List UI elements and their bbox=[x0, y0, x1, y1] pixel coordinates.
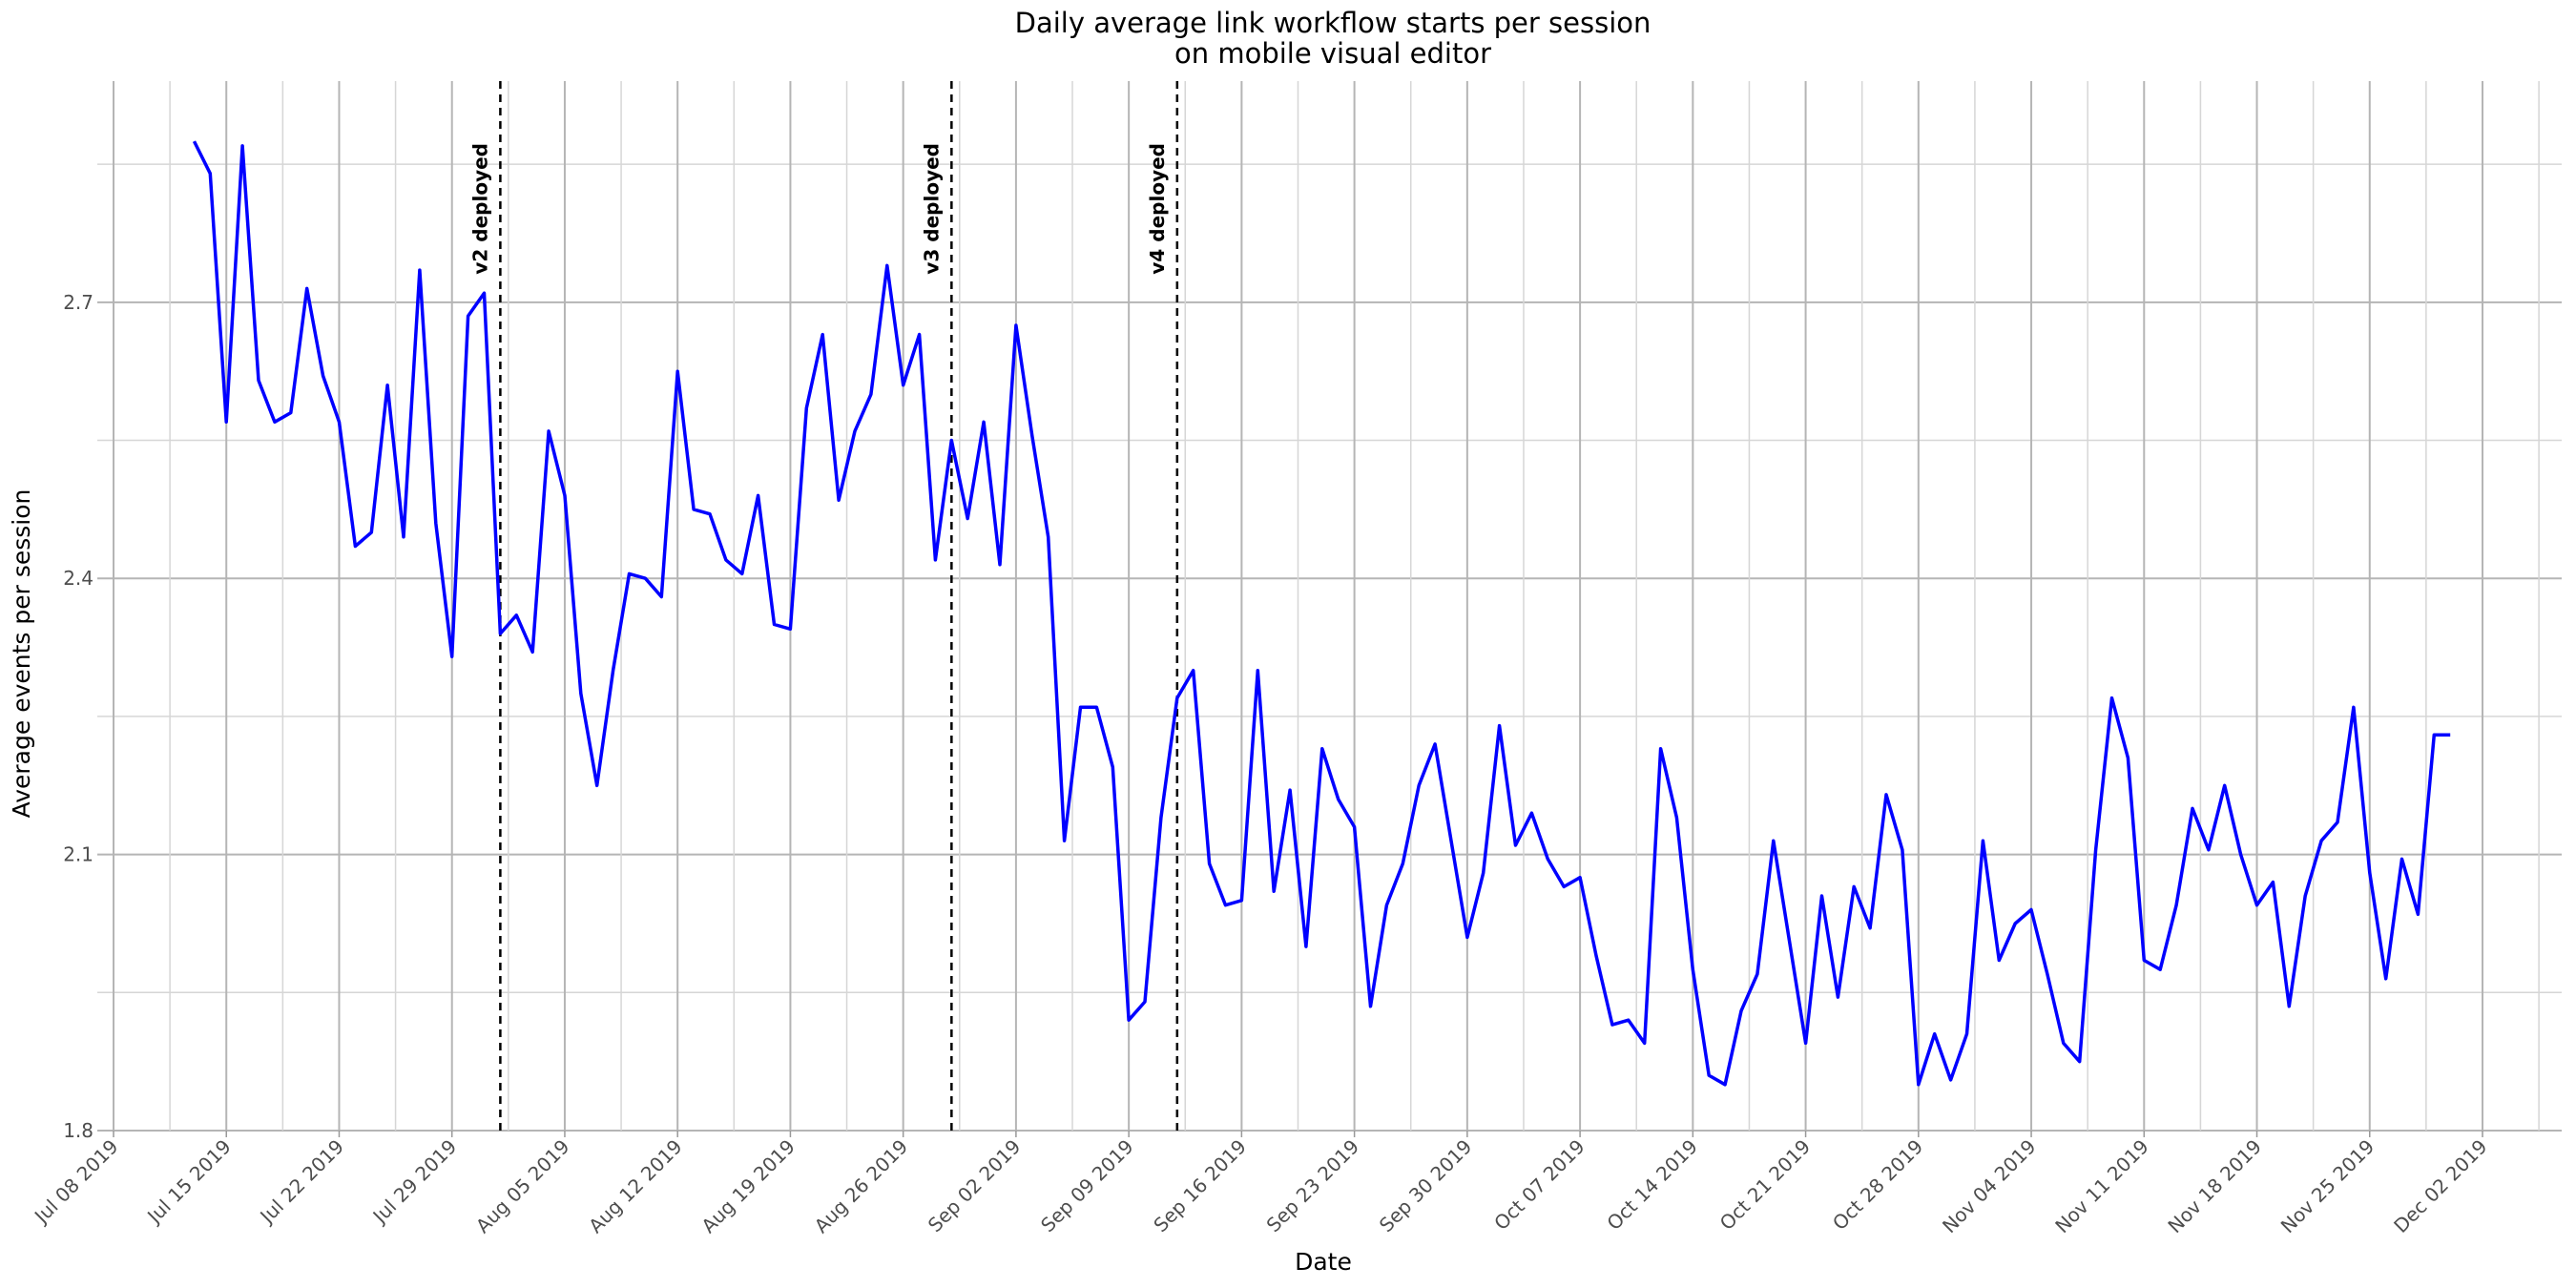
x-tick-label: Nov 04 2019 bbox=[1938, 1135, 2041, 1238]
x-tick-label: Jul 29 2019 bbox=[367, 1135, 461, 1229]
deployment-markers: v2 deployed v3 deployed v4 deployed bbox=[468, 81, 1179, 1131]
x-tick-label: Oct 07 2019 bbox=[1489, 1135, 1589, 1235]
x-tick-label: Aug 26 2019 bbox=[810, 1135, 913, 1238]
x-tick-label: Sep 30 2019 bbox=[1375, 1135, 1477, 1237]
x-tick-label: Oct 28 2019 bbox=[1828, 1135, 1927, 1235]
deployment-label: v3 deployed bbox=[920, 143, 943, 275]
x-tick-label: Sep 02 2019 bbox=[924, 1135, 1026, 1237]
y-axis-title: Average events per session bbox=[8, 489, 35, 819]
x-tick-label: Jul 22 2019 bbox=[255, 1135, 348, 1229]
deployment-label: v4 deployed bbox=[1146, 143, 1169, 275]
x-tick-label: Oct 14 2019 bbox=[1602, 1135, 1701, 1235]
series-layer bbox=[192, 140, 2451, 1087]
x-tick-label: Aug 05 2019 bbox=[471, 1135, 574, 1238]
x-tick-label: Sep 23 2019 bbox=[1262, 1135, 1364, 1237]
chart-title: Daily average link workflow starts per s… bbox=[1015, 7, 1652, 39]
x-tick-label: Nov 18 2019 bbox=[2164, 1135, 2267, 1238]
x-tick-label: Dec 02 2019 bbox=[2389, 1135, 2491, 1237]
x-tick-label: Nov 11 2019 bbox=[2050, 1135, 2153, 1238]
x-tick-label: Jul 15 2019 bbox=[141, 1135, 235, 1229]
x-tick-label: Aug 12 2019 bbox=[584, 1135, 687, 1238]
y-tick-label: 1.8 bbox=[63, 1119, 93, 1142]
y-tick-label: 2.4 bbox=[63, 567, 93, 590]
x-tick-label: Nov 25 2019 bbox=[2276, 1135, 2379, 1238]
grid bbox=[97, 81, 2562, 1132]
x-tick-label: Sep 09 2019 bbox=[1036, 1135, 1138, 1237]
x-tick-label: Sep 16 2019 bbox=[1149, 1135, 1251, 1237]
chart-subtitle: on mobile visual editor bbox=[1174, 37, 1491, 70]
y-tick-label: 2.7 bbox=[63, 291, 93, 314]
y-axis: 1.8 2.1 2.4 2.7 bbox=[63, 291, 93, 1142]
x-tick-label: Oct 21 2019 bbox=[1715, 1135, 1815, 1235]
deployment-label: v2 deployed bbox=[468, 143, 491, 275]
x-axis-title: Date bbox=[1295, 1248, 1352, 1276]
series-line bbox=[192, 140, 2451, 1087]
y-tick-label: 2.1 bbox=[63, 843, 93, 866]
x-tick-label: Aug 19 2019 bbox=[696, 1135, 800, 1238]
x-tick-label: Jul 08 2019 bbox=[29, 1135, 122, 1229]
x-axis: Jul 08 2019 Jul 15 2019 Jul 22 2019 Jul 29 … bbox=[29, 1131, 2492, 1238]
